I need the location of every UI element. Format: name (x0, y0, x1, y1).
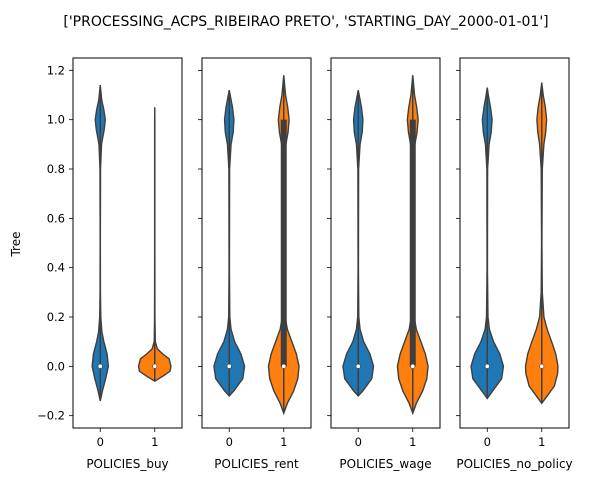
x-axis-label-3: POLICIES_no_policy (456, 457, 572, 471)
subplot-3: 0 1 POLICIES_no_policy (456, 57, 573, 471)
y-tick-label: 0.6 (47, 211, 65, 225)
x-tick-label-2: 0 (355, 435, 362, 449)
y-tick-label: 0.0 (47, 359, 65, 373)
violin-median-3-1 (539, 363, 545, 369)
axes-frame-1 (201, 57, 312, 429)
y-tick-label: 0.8 (47, 162, 65, 176)
x-tick-label-0: 1 (151, 435, 158, 449)
axes-frame-3 (459, 57, 570, 429)
y-tick-label: 0.4 (47, 261, 65, 275)
violin-median-0-1 (152, 363, 158, 369)
x-tick-label-2: 1 (409, 435, 416, 449)
violin-median-0-0 (97, 363, 103, 369)
y-axis-label: Tree (9, 231, 23, 257)
x-axis-label-1: POLICIES_rent (214, 457, 299, 471)
y-tick-label: 1.0 (47, 113, 65, 127)
axes-frame-2 (330, 57, 441, 429)
y-tick-label: 0.2 (47, 310, 65, 324)
subplot-2: 0 1 POLICIES_wage (327, 57, 441, 471)
x-axis-label-0: POLICIES_buy (86, 457, 168, 471)
x-tick-label-0: 0 (97, 435, 104, 449)
subplot-panels: −0.2 0.0 0.2 0.4 0.6 0.8 1.0 1.2 0 1 POLICIES_buy 0… (37, 57, 573, 471)
x-tick-label-1: 1 (280, 435, 287, 449)
violin-median-2-1 (410, 363, 416, 369)
violin-median-2-0 (355, 363, 361, 369)
x-tick-label-1: 0 (226, 435, 233, 449)
x-tick-label-3: 0 (484, 435, 491, 449)
subplot-0: −0.2 0.0 0.2 0.4 0.6 0.8 1.0 1.2 0 1 POLICIES_buy (37, 57, 183, 471)
subplot-1: 0 1 POLICIES_rent (198, 57, 312, 471)
axes-frame-0 (72, 57, 183, 429)
violin-median-1-0 (226, 363, 232, 369)
violin-iqr-box-2-1 (409, 119, 416, 367)
violin-median-1-1 (281, 363, 287, 369)
violin-iqr-box-1-1 (280, 119, 287, 367)
figure-title: ['PROCESSING_ACPS_RIBEIRAO PRETO', 'STAR… (63, 14, 548, 30)
x-axis-label-2: POLICIES_wage (339, 457, 431, 471)
y-tick-label: −0.2 (37, 409, 65, 423)
x-tick-label-3: 1 (538, 435, 545, 449)
y-tick-label: 1.2 (47, 63, 65, 77)
violin-median-3-0 (484, 363, 490, 369)
